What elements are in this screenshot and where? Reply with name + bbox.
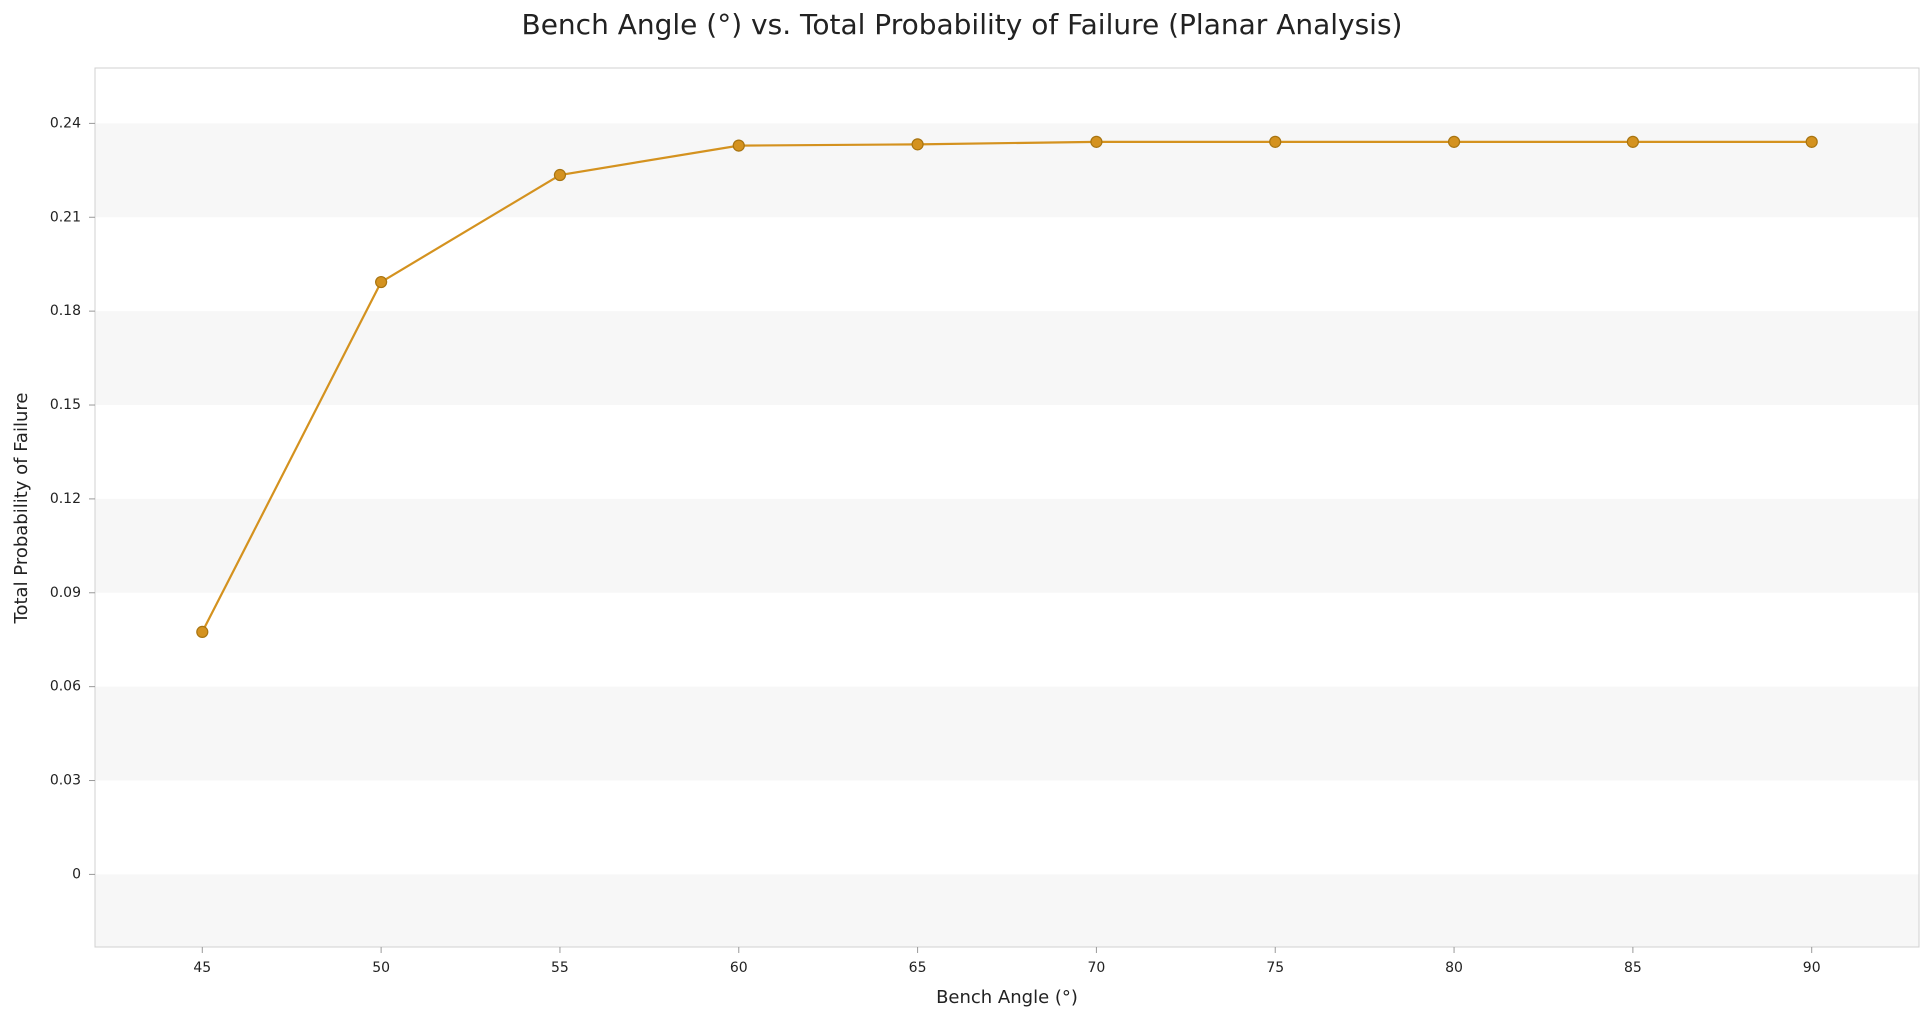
y-tick-label: 0.24 <box>50 115 81 131</box>
y-tick-label: 0.15 <box>50 397 81 413</box>
x-tick-label: 60 <box>730 960 748 976</box>
x-tick-label: 90 <box>1803 960 1821 976</box>
y-tick-label: 0 <box>72 866 81 882</box>
point <box>1090 135 1103 148</box>
plot-background <box>95 123 1919 947</box>
plot-frame <box>94 67 1920 948</box>
point <box>196 625 209 638</box>
band <box>95 874 1919 947</box>
band <box>95 498 1919 593</box>
x-tick-label: 80 <box>1445 960 1463 976</box>
x-tick-label: 65 <box>909 960 927 976</box>
y-tick-label: 0.09 <box>50 585 81 601</box>
chart-title: Bench Angle (°) vs. Total Probability of… <box>522 8 1403 41</box>
point <box>1269 135 1282 148</box>
x-tick-label: 50 <box>372 960 390 976</box>
band <box>95 123 1919 218</box>
y-tick-label: 0.21 <box>50 209 81 225</box>
x-tick-label: 55 <box>551 960 569 976</box>
point <box>911 138 924 151</box>
point <box>375 275 388 289</box>
point <box>553 168 567 182</box>
point <box>1626 135 1639 148</box>
point <box>1447 135 1461 148</box>
point <box>1805 135 1818 148</box>
band <box>95 311 1919 406</box>
x-tick-label: 75 <box>1266 960 1284 976</box>
band <box>95 686 1919 781</box>
x-tick-label: 45 <box>193 960 211 976</box>
x-axis-label: Bench Angle (°) <box>936 987 1078 1008</box>
y-tick-label: 0.06 <box>50 679 81 695</box>
x-tick-label: 70 <box>1087 960 1105 976</box>
y-tick-label: 0.03 <box>50 773 81 789</box>
y-tick-label: 0.12 <box>50 491 81 507</box>
point <box>732 139 745 152</box>
x-tick-label: 85 <box>1624 960 1642 976</box>
series-line <box>201 140 1812 633</box>
y-tick-label: 0.18 <box>50 303 81 319</box>
y-axis-label: Total Probability of Failure <box>11 393 32 625</box>
